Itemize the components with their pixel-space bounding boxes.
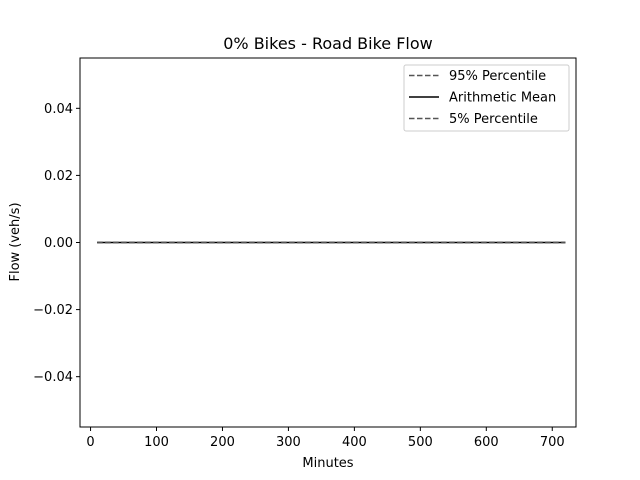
x-tick-label: 500 xyxy=(408,435,433,450)
legend-label: 5% Percentile xyxy=(449,112,538,127)
x-tick-label: 600 xyxy=(474,435,499,450)
y-tick-label: −0.04 xyxy=(33,370,73,385)
x-axis: 0 100 200 300 400 500 600 700 xyxy=(86,427,565,450)
x-tick-label: 400 xyxy=(342,435,367,450)
legend: 95% Percentile Arithmetic Mean 5% Percenti… xyxy=(403,64,570,132)
x-tick-label: 200 xyxy=(210,435,235,450)
y-axis-label: Flow (veh/s) xyxy=(8,202,23,281)
y-axis: −0.04 −0.02 0.00 0.02 0.04 xyxy=(33,102,80,385)
x-tick-label: 300 xyxy=(276,435,301,450)
y-tick-label: 0.04 xyxy=(44,102,73,117)
y-tick-label: 0.02 xyxy=(44,169,73,184)
legend-items: 95% Percentile Arithmetic Mean 5% Percenti… xyxy=(409,69,556,127)
x-axis-label: Minutes xyxy=(302,456,353,471)
y-tick-label: −0.02 xyxy=(33,303,73,318)
x-tick-label: 700 xyxy=(540,435,565,450)
y-tick-label: 0.00 xyxy=(44,236,73,251)
x-tick-label: 100 xyxy=(144,435,169,450)
legend-label: 95% Percentile xyxy=(449,69,546,84)
legend-box xyxy=(403,64,570,132)
legend-label: Arithmetic Mean xyxy=(449,91,556,106)
x-tick-label: 0 xyxy=(86,435,94,450)
chart-title: 0% Bikes - Road Bike Flow xyxy=(223,34,433,53)
